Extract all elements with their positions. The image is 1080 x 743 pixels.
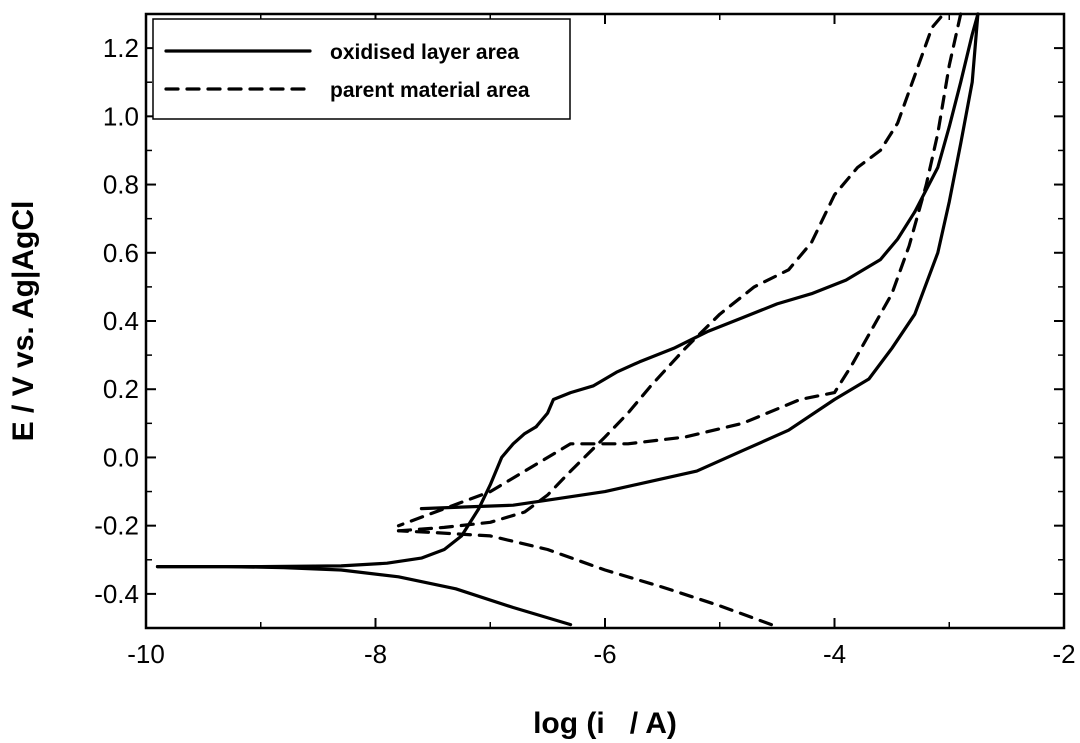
- x-axis-title: log (i / A): [533, 707, 677, 740]
- y-axis: -0.4 -0.2 0.0 0.2 0.4 0.6 0.8 1.0 1.2: [94, 33, 1064, 609]
- x-tick-label: -2: [1052, 639, 1075, 669]
- series-1-segment-4: [913, 12, 980, 214]
- series-2-segment-1: [396, 529, 773, 627]
- x-tick-label: -4: [823, 639, 846, 669]
- series-group: [155, 12, 980, 627]
- x-tick-label: -8: [364, 639, 387, 669]
- legend-box: [152, 18, 571, 120]
- y-tick-label: 0.8: [103, 170, 139, 200]
- legend: oxidised layer area parent material area: [152, 18, 571, 120]
- x-tick-label: -10: [127, 639, 165, 669]
- series-1-segment-1: [155, 565, 573, 627]
- legend-label-dashed: parent material area: [330, 79, 530, 102]
- series-2-segment-3: [396, 12, 963, 528]
- legend-label-solid: oxidised layer area: [330, 41, 519, 64]
- y-tick-label: -0.4: [94, 579, 139, 609]
- x-tick-label: -6: [593, 639, 616, 669]
- y-tick-label: 0.6: [103, 238, 139, 268]
- series-1-segment-2: [155, 425, 538, 569]
- y-tick-label: 0.2: [103, 374, 139, 404]
- y-tick-label: -0.2: [94, 511, 139, 541]
- y-tick-label: 0.0: [103, 442, 139, 472]
- y-tick-label: 1.0: [103, 101, 139, 131]
- series-1-segment-5: [419, 12, 980, 511]
- series-2-segment-2: [396, 12, 946, 533]
- series-1-segment-3: [534, 210, 917, 429]
- y-axis-title: E / V vs. Ag|AgCl: [7, 201, 40, 442]
- x-axis: -10 -8 -6 -4 -2: [127, 14, 1076, 669]
- y-tick-label: 1.2: [103, 33, 139, 63]
- y-tick-label: 0.4: [103, 306, 139, 336]
